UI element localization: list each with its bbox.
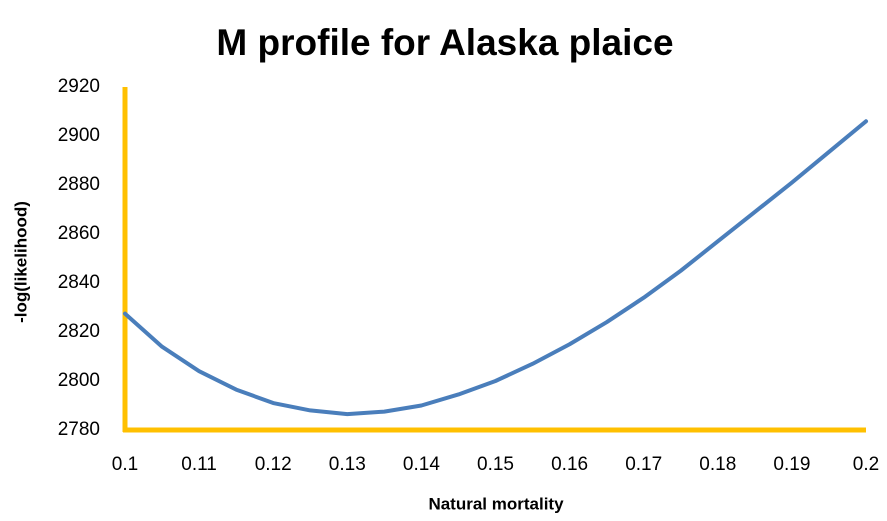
x-tick-label: 0.15 — [477, 454, 514, 475]
y-tick-label: 2780 — [58, 419, 100, 440]
y-tick-label: 2880 — [58, 174, 100, 195]
y-tick-label: 2800 — [58, 370, 100, 391]
x-tick-label: 0.19 — [773, 454, 810, 475]
x-tick-label: 0.14 — [403, 454, 440, 475]
x-tick-label: 0.13 — [329, 454, 366, 475]
x-tick-label: 0.16 — [551, 454, 588, 475]
data-line — [123, 119, 868, 417]
x-axis-title: Natural mortality — [428, 494, 564, 513]
x-tick-label: 0.2 — [853, 454, 879, 475]
y-tick-label: 2920 — [58, 76, 100, 97]
x-tick-label: 0.18 — [699, 454, 736, 475]
x-tick-label: 0.11 — [181, 454, 217, 475]
x-tick-label: 0.1 — [112, 454, 138, 475]
y-tick-label: 2840 — [58, 272, 100, 293]
chart-title: M profile for Alaska plaice — [216, 22, 673, 63]
y-axis-title: -log(likelihood) — [11, 201, 30, 323]
y-tick-label: 2860 — [58, 223, 100, 244]
x-tick-label: 0.12 — [255, 454, 292, 475]
x-tick-label: 0.17 — [625, 454, 662, 475]
y-tick-label: 2900 — [58, 125, 100, 146]
y-tick-label: 2820 — [58, 321, 100, 342]
